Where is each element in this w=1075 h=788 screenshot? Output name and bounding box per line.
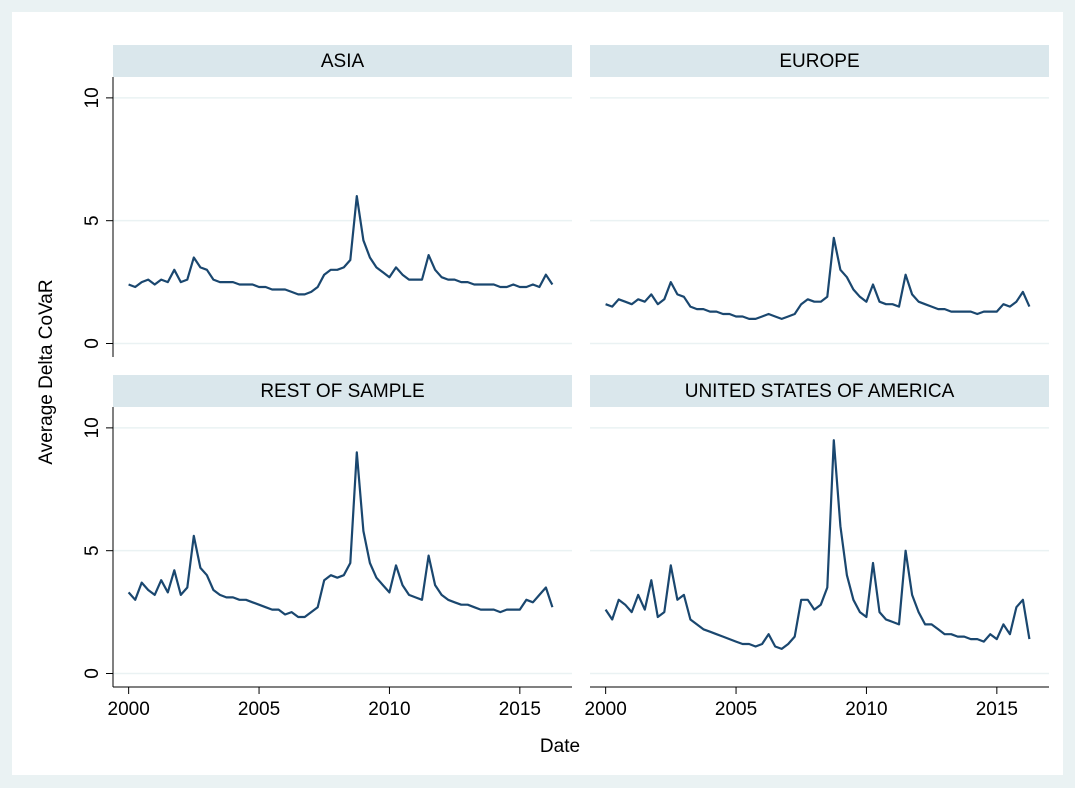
y-tick-label: 0 <box>82 668 103 679</box>
y-axis-title: Average Delta CoVaR <box>36 279 57 464</box>
x-tick-label: 2010 <box>368 699 410 720</box>
x-tick-label: 2005 <box>238 699 280 720</box>
y-tick-label: 0 <box>82 338 103 349</box>
x-tick-label: 2015 <box>499 699 541 720</box>
panel-header <box>113 375 572 407</box>
x-tick-label: 2000 <box>108 699 150 720</box>
panel-title: UNITED STATES OF AMERICA <box>685 381 955 402</box>
panel-header <box>113 45 572 77</box>
panel-header <box>590 45 1049 77</box>
y-tick-label: 10 <box>82 417 103 438</box>
y-tick-label: 10 <box>82 87 103 108</box>
x-tick-label: 2015 <box>976 699 1018 720</box>
panel-title: ASIA <box>321 51 365 72</box>
x-axis-title: Date <box>540 736 580 757</box>
panel-title: EUROPE <box>779 51 859 72</box>
x-tick-label: 2005 <box>715 699 757 720</box>
panel-title: REST OF SAMPLE <box>260 381 424 402</box>
x-tick-label: 2000 <box>585 699 627 720</box>
data-line <box>605 236 1031 320</box>
x-tick-label: 2010 <box>845 699 887 720</box>
data-line <box>128 195 554 296</box>
panel-header <box>590 375 1049 407</box>
data-line <box>604 439 1031 650</box>
y-tick-label: 5 <box>82 215 103 226</box>
y-tick-label: 5 <box>82 545 103 556</box>
data-line <box>127 451 554 619</box>
